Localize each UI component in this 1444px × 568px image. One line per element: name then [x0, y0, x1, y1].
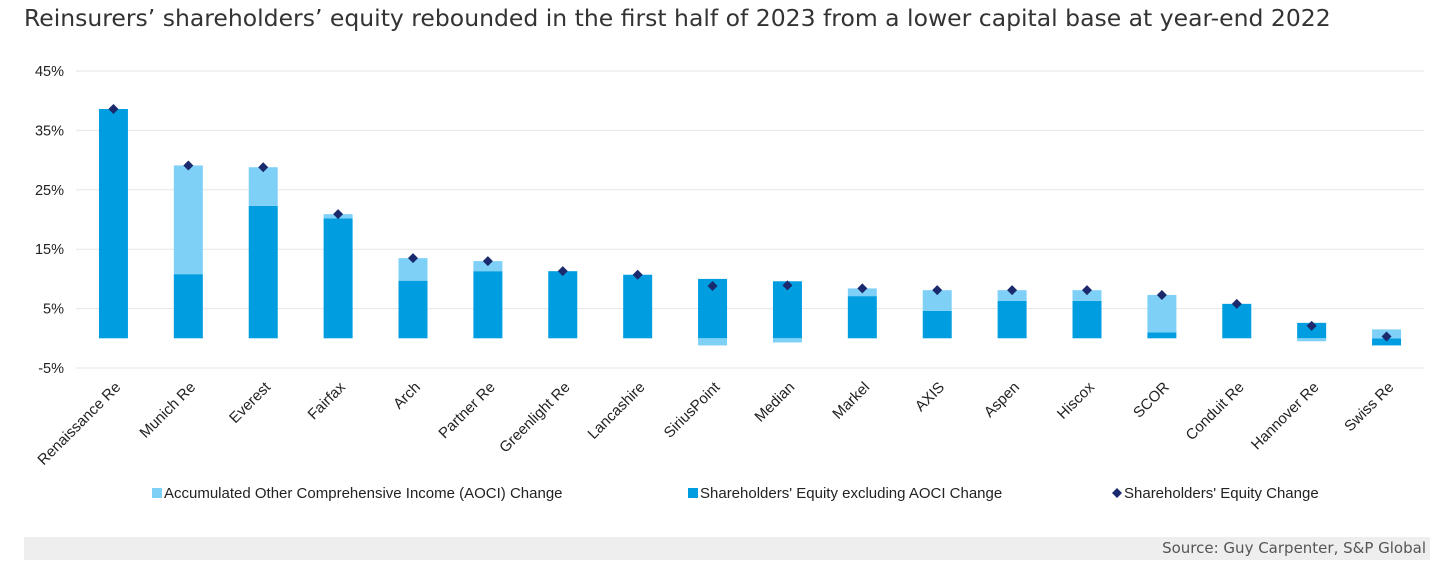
- x-category-label: Aspen: [981, 379, 1023, 421]
- legend-swatch: [152, 488, 162, 498]
- legend-label: Shareholders' Equity Change: [1124, 485, 1319, 502]
- bar-equity-ex-aoci: [323, 218, 353, 339]
- marker-equity-change: [258, 162, 269, 173]
- stacked-bar-chart: 45% 35% 25% 15% 5% -5% Renaissance Re Munich R…: [34, 64, 1424, 502]
- marker-equity-change: [1306, 320, 1317, 331]
- x-category-label: Munich Re: [136, 379, 199, 442]
- bar-aoci: [173, 165, 203, 275]
- x-category-label: Hiscox: [1054, 378, 1098, 422]
- y-tick-label: -5%: [38, 361, 64, 377]
- bar-aoci: [398, 258, 428, 281]
- marker-equity-change: [482, 256, 493, 267]
- marker-equity-change: [932, 285, 943, 296]
- bar-equity-ex-aoci: [1072, 300, 1102, 339]
- bar-aoci: [922, 290, 952, 311]
- legend: Accumulated Other Comprehensive Income (…: [152, 485, 1319, 502]
- x-category-label: Hannover Re: [1248, 379, 1323, 454]
- x-category-label: Swiss Re: [1341, 379, 1397, 435]
- marker-equity-change: [1381, 331, 1392, 342]
- bar-equity-ex-aoci: [772, 281, 802, 339]
- legend-swatch: [688, 488, 698, 498]
- x-category-label: SiriusPoint: [661, 378, 724, 441]
- legend-label: Shareholders' Equity excluding AOCI Chan…: [700, 485, 1002, 502]
- x-category-label: Conduit Re: [1183, 379, 1248, 444]
- bar-equity-ex-aoci: [922, 310, 952, 339]
- marker-equity-change: [1007, 285, 1018, 296]
- source-note: Source: Guy Carpenter, S&P Global: [1162, 539, 1426, 557]
- marker-equity-change: [183, 160, 194, 171]
- bar-aoci: [772, 338, 802, 343]
- x-axis-category-labels: Renaissance Re Munich Re Everest Fairfax Arc…: [34, 378, 1397, 468]
- legend-label: Accumulated Other Comprehensive Income (…: [164, 485, 563, 502]
- bar-equity-ex-aoci: [98, 109, 128, 339]
- bar-equity-ex-aoci: [398, 280, 428, 339]
- bar-aoci: [248, 167, 278, 206]
- legend-swatch-diamond: [1112, 488, 1122, 498]
- x-category-label: Arch: [390, 379, 424, 413]
- marker-equity-change: [1231, 298, 1242, 309]
- bar-equity-ex-aoci: [1222, 303, 1252, 339]
- marker-equity-change: [1082, 285, 1092, 296]
- y-tick-label: 35%: [35, 123, 64, 139]
- chart-title: Reinsurers’ shareholders’ equity rebound…: [24, 4, 1331, 32]
- bar-aoci: [1147, 294, 1177, 333]
- bar-equity-ex-aoci: [473, 271, 503, 339]
- marker-equity-change: [782, 280, 793, 291]
- x-category-label: Partner Re: [435, 379, 498, 442]
- marker-equity-change: [557, 266, 568, 277]
- bar-equity-ex-aoci: [173, 274, 203, 339]
- bars: [98, 109, 1402, 346]
- y-tick-label: 25%: [35, 183, 64, 199]
- marker-equity-change: [333, 209, 344, 220]
- bar-equity-ex-aoci: [248, 205, 278, 339]
- y-tick-label: 5%: [43, 302, 64, 318]
- marker-equity-change: [1156, 289, 1167, 300]
- x-category-label: Renaissance Re: [34, 379, 124, 469]
- x-category-label: Lancashire: [585, 379, 649, 443]
- x-category-label: Greenlight Re: [496, 379, 573, 456]
- bar-equity-ex-aoci: [847, 296, 877, 339]
- marker-equity-change: [408, 253, 418, 264]
- source-bar: Source: Guy Carpenter, S&P Global: [24, 537, 1430, 560]
- x-category-label: Median: [751, 379, 798, 426]
- x-category-label: AXIS: [912, 379, 948, 415]
- bar-equity-ex-aoci: [623, 274, 653, 339]
- y-tick-label: 15%: [35, 242, 64, 258]
- bar-equity-ex-aoci: [1372, 338, 1402, 346]
- y-axis-tick-labels: 45% 35% 25% 15% 5% -5%: [35, 64, 64, 377]
- marker-equity-change: [857, 283, 868, 294]
- bar-equity-ex-aoci: [997, 300, 1027, 339]
- x-category-label: Markel: [829, 379, 873, 423]
- total-markers: [108, 104, 1392, 342]
- bar-equity-ex-aoci: [1147, 332, 1177, 339]
- marker-equity-change: [108, 104, 119, 115]
- x-category-label: Everest: [226, 378, 275, 427]
- x-category-label: SCOR: [1130, 379, 1173, 422]
- marker-equity-change: [707, 281, 718, 292]
- bar-aoci: [1297, 338, 1327, 342]
- bar-aoci: [698, 338, 728, 346]
- bar-aoci: [473, 261, 503, 272]
- gridlines: [76, 70, 1424, 369]
- x-category-label: Fairfax: [305, 378, 350, 423]
- bar-equity-ex-aoci: [548, 271, 578, 339]
- bar-aoci: [1072, 290, 1102, 301]
- bar-aoci: [997, 290, 1027, 301]
- marker-equity-change: [632, 269, 643, 280]
- y-tick-label: 45%: [35, 64, 64, 80]
